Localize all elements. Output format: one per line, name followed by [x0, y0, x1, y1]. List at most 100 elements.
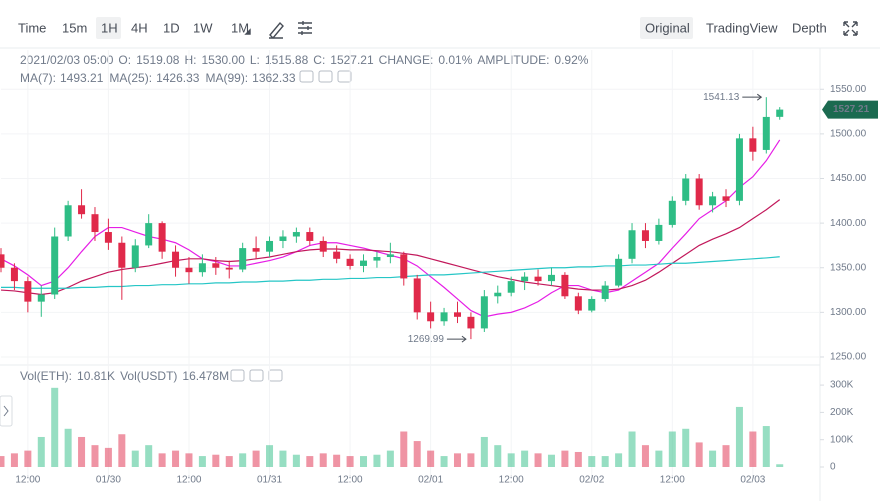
- y-tick-label: 1300.00: [830, 307, 867, 318]
- candle-body: [306, 232, 314, 241]
- candle-body: [64, 205, 72, 237]
- y-tick-label: 1550.00: [830, 84, 867, 95]
- volume-legend-text: Vol(USDT): [120, 369, 177, 383]
- candle-body: [225, 267, 233, 270]
- interval-button[interactable]: 1W: [193, 20, 213, 35]
- volume-bar: [0, 456, 5, 467]
- y-tick-label: 1500.00: [830, 129, 867, 140]
- candle-body: [440, 312, 448, 322]
- high-label: 1541.13: [703, 92, 740, 103]
- candle-body: [252, 248, 260, 252]
- candle-body: [695, 178, 703, 206]
- volume-bar: [24, 450, 32, 467]
- volume-bar: [427, 450, 435, 467]
- volume-bar: [561, 450, 569, 467]
- volume-bar: [333, 454, 341, 467]
- candle-body: [346, 258, 354, 266]
- info-text: 1515.88: [265, 53, 309, 67]
- fullscreen-icon[interactable]: [843, 21, 858, 36]
- candle-body: [185, 267, 193, 273]
- y-tick-label: 1450.00: [830, 173, 867, 184]
- volume-bar: [91, 445, 99, 467]
- volume-bar: [574, 451, 582, 467]
- candle-body: [158, 223, 166, 252]
- volume-bar: [78, 436, 86, 467]
- candle-body: [10, 267, 18, 282]
- view-button[interactable]: Original: [645, 20, 690, 35]
- info-text: 1530.00: [201, 53, 245, 67]
- volume-bar: [709, 450, 717, 467]
- candle-body: [574, 296, 582, 311]
- volume-bar: [225, 456, 233, 467]
- view-button[interactable]: Depth: [792, 20, 827, 35]
- low-label: 1269.99: [408, 334, 445, 345]
- interval-button[interactable]: 1M: [231, 20, 249, 35]
- volume-bar: [507, 453, 515, 467]
- vol-close-icon[interactable]: [268, 369, 283, 382]
- candle-body: [561, 274, 569, 297]
- candle-body: [266, 240, 274, 252]
- toolbar-icons[interactable]: [244, 21, 858, 40]
- candle-body: [521, 276, 529, 282]
- y-tick-label: 1400.00: [830, 218, 867, 229]
- volume-bar: [118, 434, 126, 467]
- candle-body: [682, 178, 690, 201]
- info-text: 0.01%: [438, 53, 472, 67]
- more-icon[interactable]: [244, 28, 251, 35]
- price-tag-label: 1527.21: [833, 104, 870, 115]
- interval-button[interactable]: 1D: [163, 20, 180, 35]
- candle-body: [628, 230, 636, 259]
- side-toggle[interactable]: [0, 395, 13, 427]
- vol-tick-label: 0: [830, 462, 836, 473]
- active-interval-bg: [96, 17, 121, 39]
- ma-legend-name: MA(25):: [109, 71, 152, 85]
- draw-icon[interactable]: [269, 21, 284, 40]
- interval-button[interactable]: Time: [18, 20, 46, 35]
- volume-bar: [306, 456, 314, 467]
- settings-icon[interactable]: [298, 21, 312, 35]
- interval-button[interactable]: 1H: [101, 20, 118, 35]
- eye-icon[interactable]: [299, 70, 314, 83]
- volume-bar: [198, 456, 206, 467]
- volume-bar: [212, 454, 220, 467]
- candle-body: [333, 251, 341, 259]
- volume-bar: [172, 450, 180, 467]
- volume-bar: [534, 453, 542, 467]
- info-text: H:: [184, 53, 196, 67]
- candle-body: [400, 254, 408, 279]
- x-tick-label: 12:00: [499, 475, 524, 486]
- ma-line: [0, 139, 781, 318]
- candle-body: [104, 232, 112, 243]
- candle-body: [51, 236, 59, 295]
- volume-bar: [494, 445, 502, 467]
- interval-button[interactable]: 4H: [131, 20, 148, 35]
- ma-legend-name: MA(99):: [205, 71, 248, 85]
- volume-bar: [588, 456, 596, 467]
- volume-bar: [131, 450, 139, 467]
- vol-settings-icon[interactable]: [249, 369, 264, 382]
- volume-bar: [655, 450, 663, 467]
- candle-body: [145, 223, 153, 246]
- ma-legend-value: 1493.21: [60, 71, 104, 85]
- vol-eye-icon[interactable]: [230, 369, 245, 382]
- x-tick-label: 12:00: [176, 475, 201, 486]
- price-tag: [822, 100, 878, 119]
- candle-body: [547, 274, 555, 282]
- ma-legend-name: MA(7):: [20, 71, 56, 85]
- candle-body: [212, 263, 220, 268]
- y-tick-label: 1250.00: [830, 352, 867, 363]
- volume-bar: [185, 453, 193, 467]
- volume-legend-text: Vol(ETH):: [20, 369, 72, 383]
- view-button[interactable]: TradingView: [706, 20, 778, 35]
- volume-bar: [373, 454, 381, 467]
- candle-body: [172, 251, 180, 268]
- close-icon[interactable]: [337, 70, 352, 83]
- volume-legend-text: 10.81K: [77, 369, 115, 383]
- settings-small-icon[interactable]: [318, 70, 333, 83]
- volume-bar: [319, 453, 327, 467]
- x-tick-label: 02/01: [418, 475, 443, 486]
- volume-bar: [292, 454, 300, 467]
- candle-body: [507, 281, 515, 293]
- interval-button[interactable]: 15m: [62, 20, 87, 35]
- high-label-arrowhead: [756, 93, 763, 101]
